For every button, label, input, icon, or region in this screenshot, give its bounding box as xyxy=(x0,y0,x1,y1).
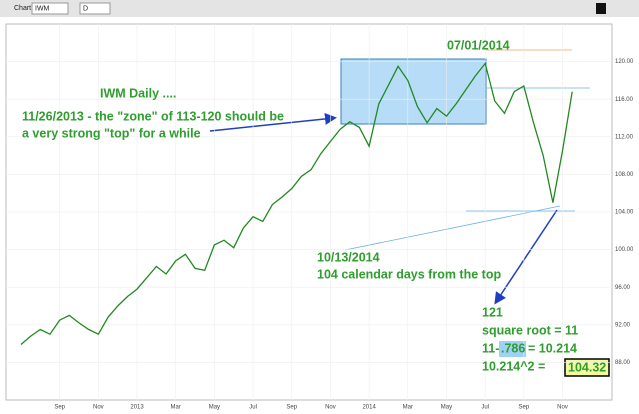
y-tick-label: 96.00 xyxy=(615,285,631,291)
symbol: IWM xyxy=(35,5,50,12)
annotation: .786 xyxy=(501,341,525,355)
toolbar-label: Chart xyxy=(14,5,31,12)
annotation: 07/01/2014 xyxy=(447,38,510,52)
annotation: 10.214^2 = xyxy=(482,359,545,373)
annotation: 11/26/2013 - the "zone" of 113-120 shoul… xyxy=(22,109,284,123)
annotation: = 10.214 xyxy=(528,341,577,355)
x-tick-label: May xyxy=(209,405,220,411)
period-box[interactable] xyxy=(79,2,111,15)
arrow xyxy=(209,112,337,132)
x-tick-label: Mar xyxy=(171,405,181,411)
arrow xyxy=(494,209,558,305)
symbol-box[interactable] xyxy=(31,2,69,15)
y-tick-label: 88.00 xyxy=(615,360,631,366)
x-tick-label: Nov xyxy=(557,405,568,411)
x-tick-label: May xyxy=(441,405,452,411)
x-tick-label: Sep xyxy=(286,405,297,411)
result-box xyxy=(564,358,610,377)
highlight xyxy=(499,341,526,357)
trend-line xyxy=(344,205,561,251)
y-tick-label: 104.00 xyxy=(615,210,634,216)
y-tick-label: 112.00 xyxy=(615,134,634,140)
x-tick-label: 2014 xyxy=(362,405,376,411)
annotation: IWM Daily .... xyxy=(100,86,176,100)
x-tick-label: Sep xyxy=(54,405,65,411)
x-tick-label: Nov xyxy=(93,405,104,411)
y-tick-label: 108.00 xyxy=(615,172,634,178)
x-tick-label: Nov xyxy=(325,405,336,411)
close-button[interactable] xyxy=(596,3,606,14)
x-tick-label: Jul xyxy=(481,405,489,411)
x-tick-label: Mar xyxy=(403,405,413,411)
x-tick-label: Jul xyxy=(249,405,257,411)
y-tick-label: 120.00 xyxy=(615,59,634,65)
annotation: a very strong "top" for a while xyxy=(22,126,201,140)
price-line xyxy=(20,62,573,345)
annotation: 10/13/2014 xyxy=(317,250,380,264)
annotation: 104 calendar days from the top xyxy=(317,267,501,281)
annotation: 104.32 xyxy=(568,360,606,374)
y-tick-label: 100.00 xyxy=(615,247,634,253)
y-tick-label: 92.00 xyxy=(615,322,631,328)
annotation: 121 xyxy=(482,305,503,319)
toolbar xyxy=(0,0,639,17)
zone-box xyxy=(340,58,487,125)
x-tick-label: 2013 xyxy=(130,405,144,411)
x-tick-label: Sep xyxy=(518,405,529,411)
annotation: square root = 11 xyxy=(482,323,578,337)
y-tick-label: 116.00 xyxy=(615,97,634,103)
period: D xyxy=(83,5,88,12)
annotation: 11- xyxy=(482,341,499,355)
